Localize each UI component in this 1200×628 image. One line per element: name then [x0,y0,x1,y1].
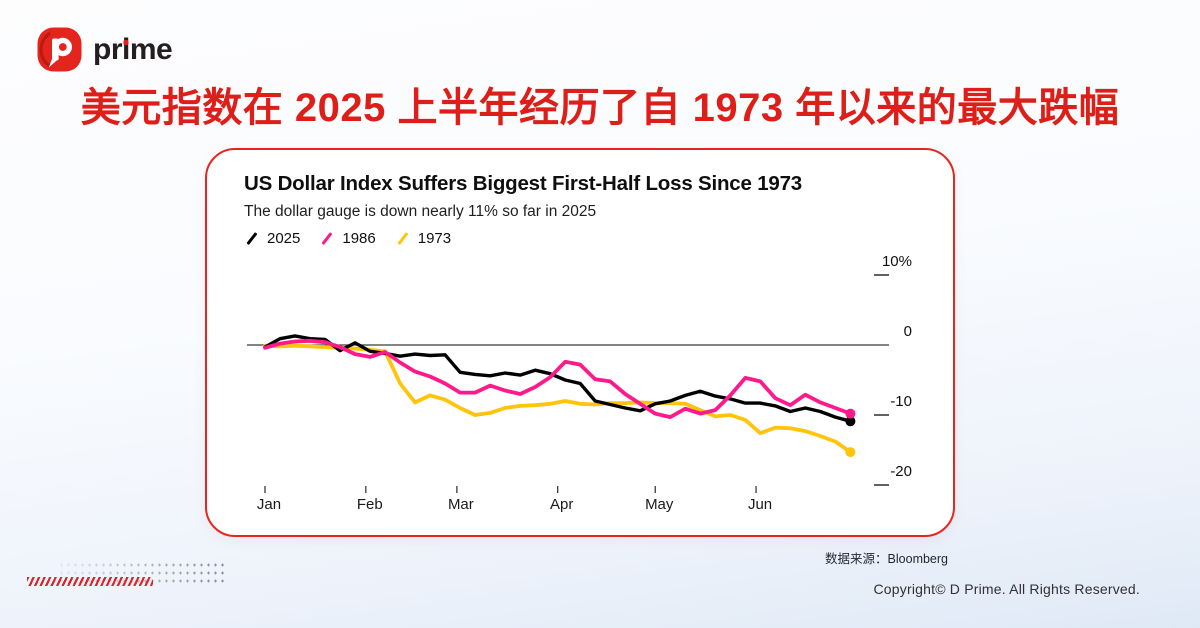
chart-legend: 2025 1986 1973 [245,230,451,247]
logo-text-pre: pr [93,32,123,66]
legend-label-1973: 1973 [417,230,452,247]
chart-title: US Dollar Index Suffers Biggest First-Ha… [244,172,803,195]
data-source-note: 数据来源：Bloomberg [825,552,948,566]
series-line-1986 [263,338,853,420]
legend-item-2025: 2025 [245,230,300,247]
dprime-logo-text: prime [93,32,173,66]
chart-subtitle: The dollar gauge is down nearly 11% so f… [244,203,597,220]
copyright-note: Copyright© D Prime. All Rights Reserved. [873,581,1140,597]
x-tick-label-jan: Jan [257,496,281,513]
logo-text-post: me [129,32,173,66]
x-tick-label-mar: Mar [448,496,474,513]
series-line-1973 [263,343,853,455]
dprime-logo: prime [36,26,173,73]
x-tick-label-feb: Feb [357,496,383,513]
dprime-logo-icon [37,27,82,72]
legend-item-1973: 1973 [396,230,451,247]
y-tick-label--20: -20 [890,463,912,480]
end-dot-1986 [845,408,856,419]
y-tick-label-10%: 10% [882,253,912,270]
x-tick-label-jun: Jun [748,496,772,513]
headline: 美元指数在 2025 上半年经历了自 1973 年以来的最大跌幅 [80,86,1120,130]
chart-card: US Dollar Index Suffers Biggest First-Ha… [205,148,955,537]
dollar-index-chart: 10% 0 -10 -20 Jan Feb Mar Apr May Jun [247,253,912,513]
series-line-2025 [263,334,853,423]
x-tick-label-apr: Apr [550,496,573,513]
end-dot-2025 [845,416,856,427]
logo-text-i: i [122,32,130,66]
legend-item-1986: 1986 [320,230,376,247]
y-tick-label-0: 0 [904,323,912,340]
red-hatch-decoration [27,577,153,586]
legend-label-2025: 2025 [267,230,301,247]
end-dot-1973 [845,447,856,458]
x-tick-label-may: May [645,496,674,513]
legend-label-1986: 1986 [342,230,376,247]
y-tick-label--10: -10 [890,393,912,410]
